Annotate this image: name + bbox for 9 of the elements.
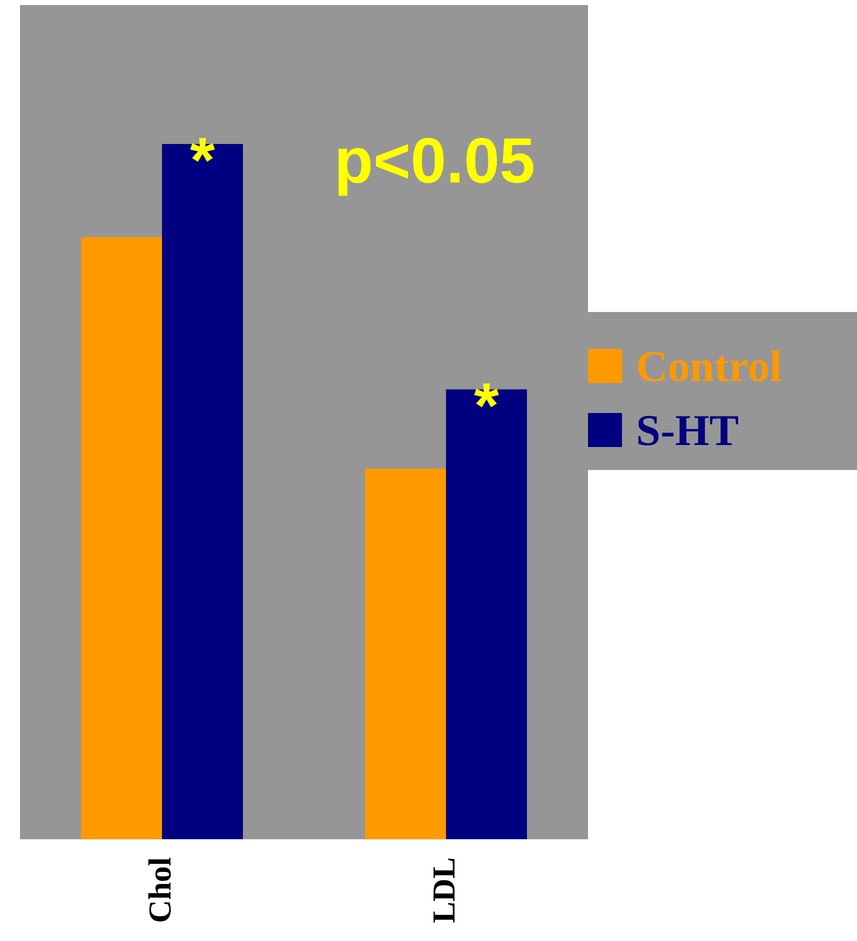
x-tick-label: LDL — [425, 857, 462, 923]
annotation: * — [190, 124, 216, 196]
annotation: * — [474, 369, 500, 442]
legend-label: S-HT — [635, 404, 740, 456]
legend-label: Control — [635, 340, 783, 392]
x-tick-label: Chol — [141, 857, 178, 923]
annotation: p<0.05 — [334, 124, 536, 197]
bar — [365, 468, 446, 840]
bar — [81, 237, 162, 840]
